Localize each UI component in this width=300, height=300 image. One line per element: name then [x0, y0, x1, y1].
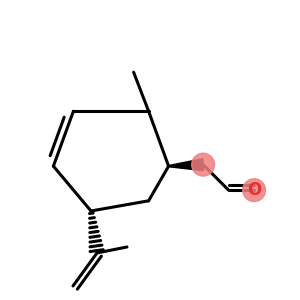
- Circle shape: [192, 153, 214, 176]
- Polygon shape: [169, 159, 203, 171]
- Text: O: O: [247, 181, 261, 199]
- Circle shape: [243, 179, 266, 202]
